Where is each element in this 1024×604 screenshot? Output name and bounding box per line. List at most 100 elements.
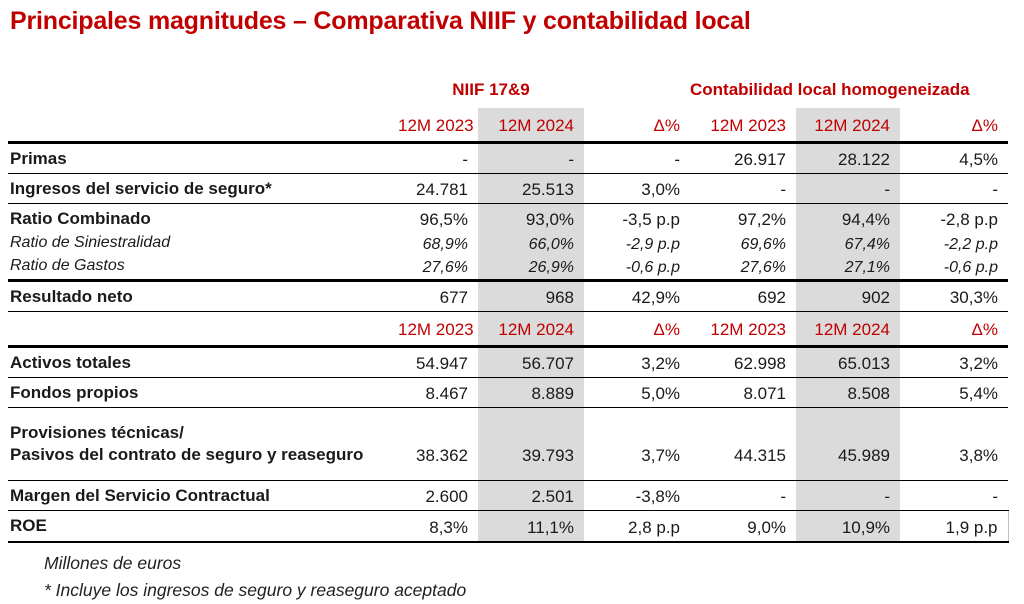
cell-value: 1,9 p.p xyxy=(900,510,1009,543)
row-label: ROE xyxy=(8,510,398,543)
row-label: Resultado neto xyxy=(8,280,398,312)
footnote-asterisk: * Incluye los ingresos de seguro y rease… xyxy=(44,579,467,600)
cell-value: -3,8% xyxy=(584,480,691,512)
cell-value: 25.513 xyxy=(478,173,585,205)
cell-value: - xyxy=(796,173,901,205)
cell-value: 968 xyxy=(478,280,585,312)
cell-value: 45.989 xyxy=(796,407,901,482)
cell-value: 39.793 xyxy=(478,407,585,482)
row-label: Fondos propios xyxy=(8,377,398,409)
column-header: 12M 2024 xyxy=(796,311,901,348)
table-row: Primas - - -26.917 28.122 4,5% xyxy=(8,142,1009,175)
cell-value: 3,0% xyxy=(584,173,691,205)
row-label: Primas xyxy=(8,142,398,175)
cell-value: 42,9% xyxy=(584,280,691,312)
cell-value: 902 xyxy=(796,280,901,312)
cell-value: 62.998 xyxy=(690,346,797,379)
group-header-spacer xyxy=(8,74,398,108)
table-row: Resultado neto 677 968 42,9% 692 902 30,3% xyxy=(8,280,1009,312)
cell-value: 3,2% xyxy=(900,346,1009,379)
cell-value: 4,5% xyxy=(900,142,1009,175)
group-header-row: NIIF 17&9 Contabilidad local homogeneizad… xyxy=(8,74,1008,108)
column-header: 12M 2023 xyxy=(398,311,478,348)
cell-value: 5,0% xyxy=(584,377,691,409)
table-row: Margen del Servicio Contractual 2.600 2.50… xyxy=(8,480,1009,512)
footnote-units: Millones de euros xyxy=(44,552,182,573)
cell-value: -0,6 p.p xyxy=(900,256,1009,282)
table-row: Activos totales 54.947 56.707 3,2% 62.998 65.… xyxy=(8,346,1009,379)
cell-value: 96,5% xyxy=(419,210,468,230)
table-row: Ratio de Gastos 27,6% 26,9% -0,6 p.p 27,6% 27… xyxy=(8,256,1009,282)
footnotes: Millones de euros * Incluye los ingresos… xyxy=(44,550,1024,604)
cell-value: - xyxy=(690,480,797,512)
cell-value: 8.508 xyxy=(796,377,901,409)
row-label: Activos totales xyxy=(8,346,398,379)
column-header: Δ% xyxy=(900,108,1009,144)
group-header-local: Contabilidad local homogeneizada xyxy=(690,80,970,99)
cell-value: 3,7% xyxy=(584,407,691,482)
group-header-spacer xyxy=(584,74,690,108)
cell-value: -2,8 p.p xyxy=(940,210,999,230)
cell-value: 677 xyxy=(398,280,478,312)
cell-value: 27,1% xyxy=(796,256,901,282)
column-header: Δ% xyxy=(584,108,691,144)
table-row: Ratio Combinado 96,5% 93,0% -3,5 p.p 97,2% 94… xyxy=(8,203,1008,234)
cell-value: -0,6 p.p xyxy=(584,256,691,282)
cell-value: - xyxy=(584,142,691,175)
cell-value: 3,2% xyxy=(584,346,691,379)
page-title: Principales magnitudes – Comparativa NII… xyxy=(10,7,751,35)
cell-value: 93,0% xyxy=(478,203,585,234)
cell-value: - xyxy=(690,173,797,205)
cell-value: 10,9% xyxy=(796,510,901,543)
row-label: Provisiones técnicas/ Pasivos del contra… xyxy=(8,407,398,482)
row-label: Ratio de Gastos xyxy=(8,256,398,282)
column-header: 12M 2024 xyxy=(478,311,585,348)
column-header: Δ% xyxy=(900,311,1009,348)
table-row: Fondos propios 8.467 8.889 5,0% 8.071 8.508 5,… xyxy=(8,377,1009,409)
cell-value: 69,6% xyxy=(740,236,787,254)
cell-value: 2.501 xyxy=(478,480,585,512)
cell-value: 24.781 xyxy=(398,173,478,205)
column-header-row: 12M 2023 12M 2024 Δ% 12M 2023 12M 2024 Δ% xyxy=(8,311,1009,348)
row-label: Ingresos del servicio de seguro* xyxy=(8,173,398,205)
group-header-niif: NIIF 17&9 xyxy=(452,80,530,99)
cell-value: 67,4% xyxy=(796,233,901,257)
cell-value: 8.889 xyxy=(478,377,585,409)
table-row: ROE 8,3% 11,1% 2,8 p.p 9,0% 10,9% 1,9 p.p xyxy=(8,510,1009,543)
cell-value: 692 xyxy=(690,280,797,312)
column-header: 12M 2024 xyxy=(478,108,585,144)
table-row: Ratio de Siniestralidad 68,9% 66,0% -2,9 p.… xyxy=(8,233,1008,257)
table-row: Provisiones técnicas/ Pasivos del contra… xyxy=(8,407,1009,482)
column-header-spacer xyxy=(8,311,398,348)
column-header-row: 12M 2023 12M 2024 Δ% 12M 2023 12M 2024 Δ% xyxy=(8,108,1009,144)
cell-value: 44.315 xyxy=(690,407,797,482)
cell-value: 66,0% xyxy=(478,233,585,257)
cell-value: 65.013 xyxy=(796,346,901,379)
cell-value: 30,3% xyxy=(900,280,1009,312)
cell-value: 3,8% xyxy=(900,407,1009,482)
cell-value: - xyxy=(796,480,901,512)
cell-value: -3,5 p.p xyxy=(622,210,681,230)
cell-value: -2,9 p.p xyxy=(625,236,681,254)
cell-value: 28.122 xyxy=(796,142,901,175)
cell-value: 8.071 xyxy=(690,377,797,409)
cell-value: 2,8 p.p xyxy=(584,510,691,543)
cell-value: - xyxy=(398,142,478,175)
column-header: 12M 2023 xyxy=(398,108,478,144)
cell-value: 68,9% xyxy=(422,236,468,254)
cell-value: - xyxy=(900,173,1009,205)
cell-value: 38.362 xyxy=(398,407,478,482)
column-header: 12M 2023 xyxy=(690,311,797,348)
column-header-spacer xyxy=(8,108,398,144)
cell-value: 8,3% xyxy=(398,510,478,543)
cell-value: 11,1% xyxy=(478,510,585,543)
magnitudes-comparison-table: NIIF 17&9 Contabilidad local homogeneizad… xyxy=(8,74,1009,543)
cell-value: 26,9% xyxy=(478,256,585,282)
cell-value: 9,0% xyxy=(690,510,797,543)
cell-value: 56.707 xyxy=(478,346,585,379)
cell-value: 27,6% xyxy=(398,256,478,282)
table-row: Ingresos del servicio de seguro* 24.781 25… xyxy=(8,173,1009,205)
column-header: 12M 2023 xyxy=(690,108,797,144)
row-label: Margen del Servicio Contractual xyxy=(8,480,398,512)
column-header: 12M 2024 xyxy=(796,108,901,144)
